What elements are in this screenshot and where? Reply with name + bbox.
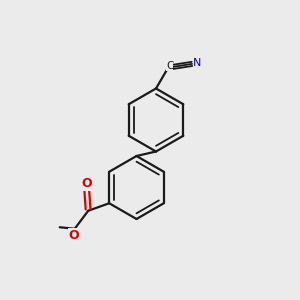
Text: O: O xyxy=(81,177,92,190)
Text: C: C xyxy=(166,61,173,71)
Text: N: N xyxy=(193,58,202,68)
Text: O: O xyxy=(68,229,79,242)
